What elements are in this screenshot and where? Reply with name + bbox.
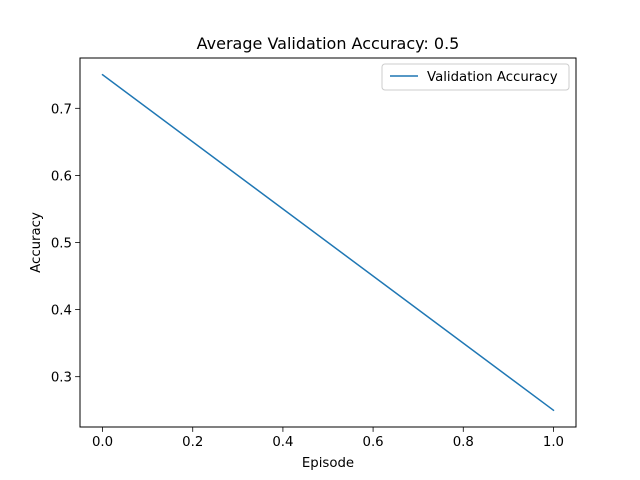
x-axis-ticks: 0.0 0.2 0.4 0.6 0.8 1.0 xyxy=(92,427,564,450)
y-axis-label: Accuracy xyxy=(29,212,44,273)
y-tick-label: 0.7 xyxy=(51,102,72,117)
x-tick-label: 1.0 xyxy=(543,435,564,450)
x-tick-label: 0.8 xyxy=(453,435,474,450)
y-tick-label: 0.3 xyxy=(51,371,72,386)
x-tick-label: 0.0 xyxy=(92,435,113,450)
series-line-validation-accuracy xyxy=(101,73,555,412)
x-tick-label: 0.6 xyxy=(363,435,384,450)
y-tick-label: 0.6 xyxy=(51,169,72,184)
legend-frame xyxy=(381,63,570,91)
y-axis-ticks: 0.3 0.4 0.5 0.6 0.7 xyxy=(51,102,80,386)
y-tick-label: 0.4 xyxy=(51,304,72,319)
y-tick-label: 0.5 xyxy=(51,237,72,252)
x-tick-label: 0.2 xyxy=(182,435,203,450)
legend-label-validation-accuracy: Validation Accuracy xyxy=(427,70,558,85)
x-tick-label: 0.4 xyxy=(272,435,293,450)
x-axis-label: Episode xyxy=(302,456,354,471)
series-layer xyxy=(101,73,555,412)
legend: Validation Accuracy xyxy=(381,63,570,91)
chart-title: Average Validation Accuracy: 0.5 xyxy=(197,34,460,53)
